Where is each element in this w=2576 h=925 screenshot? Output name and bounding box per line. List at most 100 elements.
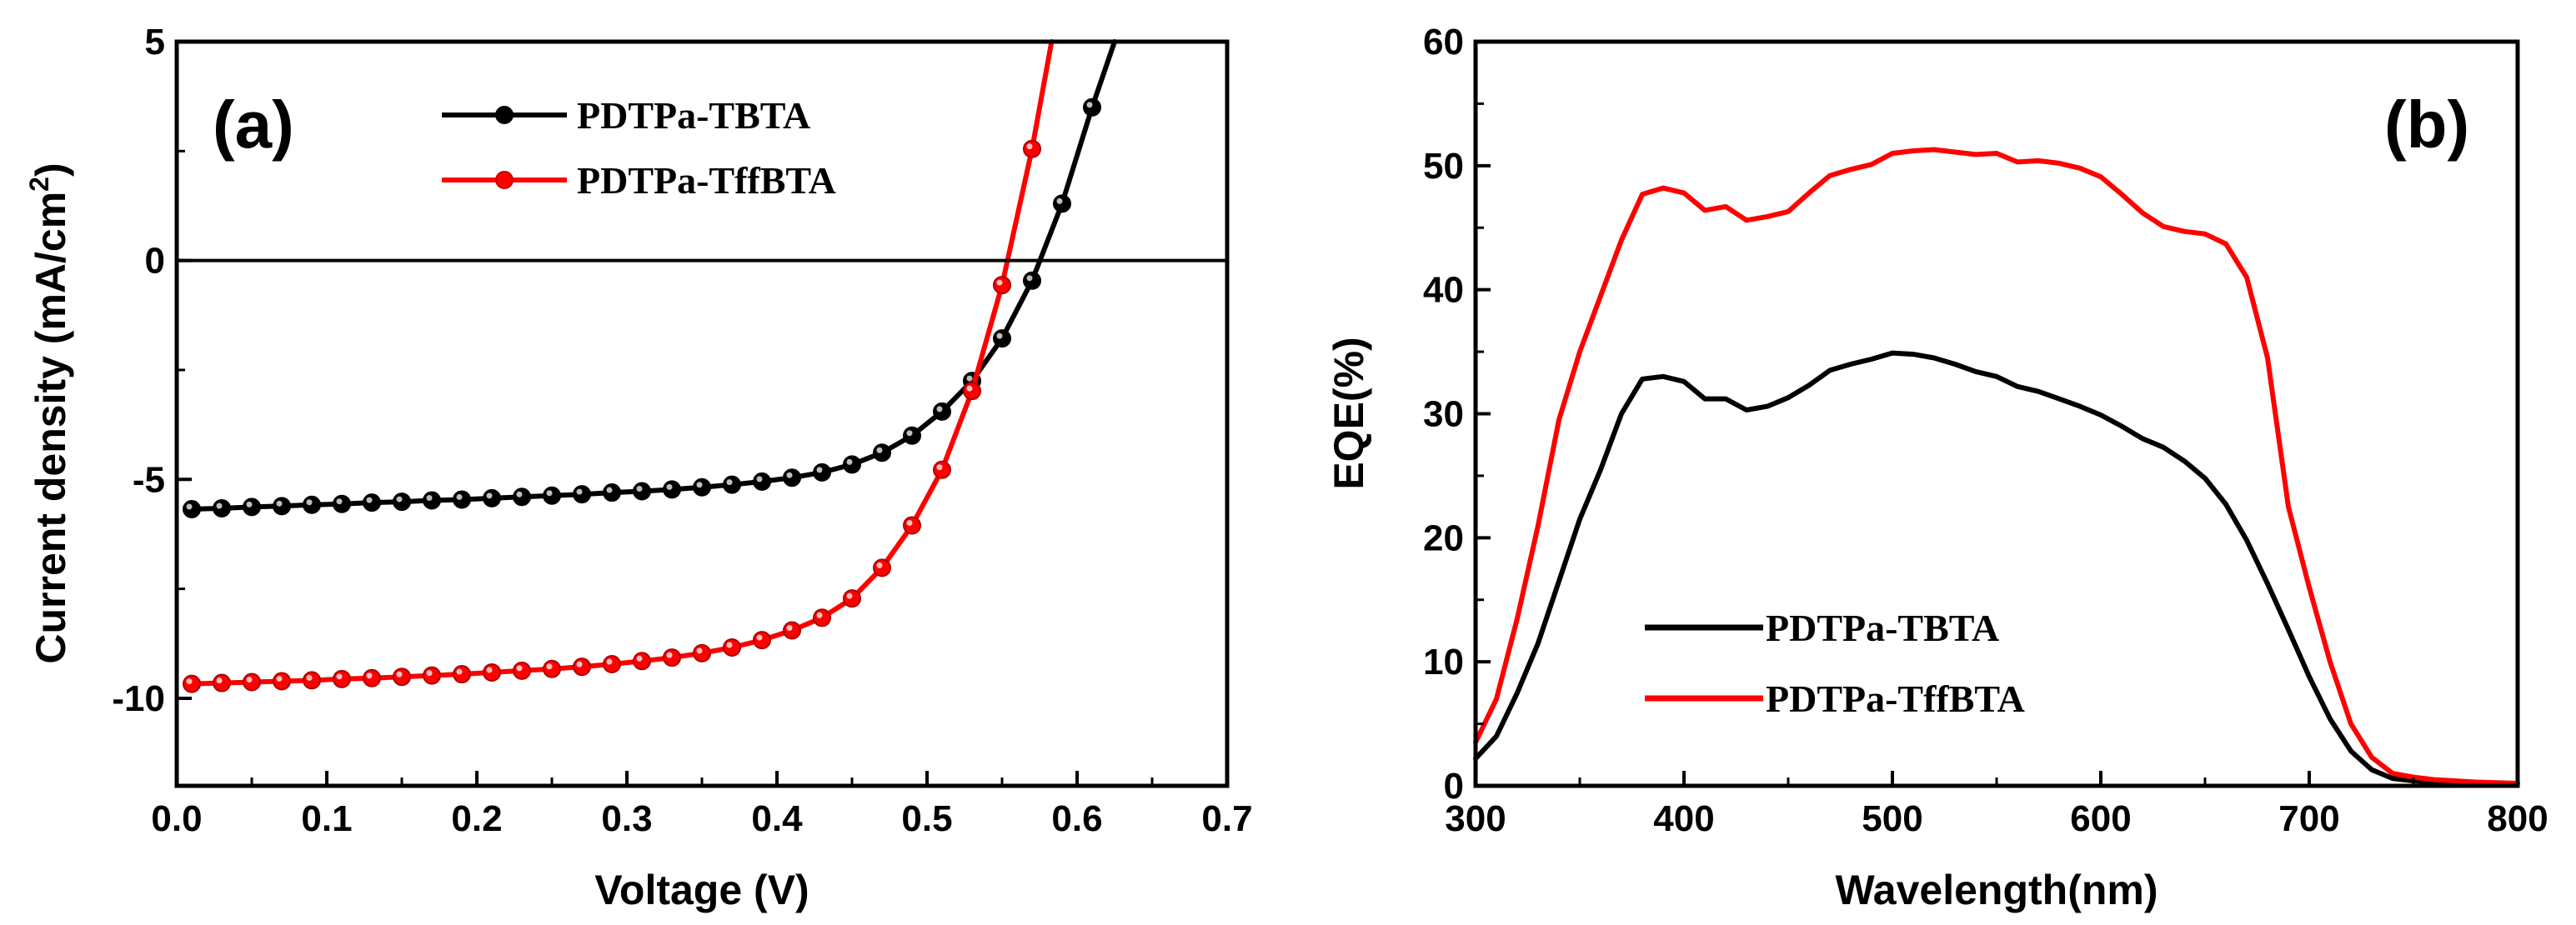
series-line-pdtpa-tbta [1473, 350, 2520, 786]
data-point-marker [723, 475, 741, 494]
data-point-highlight [786, 625, 793, 632]
data-point-marker [303, 495, 321, 514]
data-point-highlight [546, 663, 553, 670]
y-tick-label: 20 [1423, 518, 1464, 558]
data-point-highlight [876, 447, 883, 453]
data-point-marker [813, 462, 831, 482]
legend-a-label-tbta: PDTPa-TBTA [577, 94, 810, 137]
y-tick-label: 40 [1423, 270, 1464, 311]
data-point-highlight [696, 648, 703, 654]
x-tick-label: 0.6 [1051, 798, 1102, 839]
x-tick-label: 600 [2070, 798, 2131, 839]
data-point-marker [663, 480, 681, 499]
panel-a-jv-chart: 0.0 0.1 0.2 0.3 0.4 0.5 0.6 0.7 -10 -5 0 5 (a) PDTP… [24, 22, 1253, 913]
data-point-marker [423, 491, 441, 510]
data-point-marker [993, 276, 1011, 295]
panel-b-ticks: 300 400 500 600 700 800 0 10 20 30 40 50 60 [1423, 22, 2548, 839]
data-point-highlight [756, 476, 763, 482]
panel-a-series-layer [183, 39, 1117, 693]
data-point-highlight [426, 670, 433, 677]
data-point-highlight [306, 674, 313, 681]
data-point-highlight [396, 496, 403, 502]
data-point-highlight [1056, 198, 1063, 204]
panel-b-legend: PDTPa-TBTA PDTPa-TffBTA [1645, 607, 2025, 720]
data-point-highlight [936, 464, 943, 471]
data-point-marker [393, 668, 411, 687]
data-point-marker [783, 468, 801, 488]
legend-b-label-tffbta: PDTPa-TffBTA [1766, 678, 2025, 720]
series-line-pdtpa-tffbta [1473, 147, 2520, 786]
panel-a-ticks: 0.0 0.1 0.2 0.3 0.4 0.5 0.6 0.7 -10 -5 0 5 [112, 22, 1252, 839]
data-point-highlight [906, 519, 913, 526]
data-point-highlight [366, 497, 373, 503]
data-point-marker [873, 558, 891, 578]
y-tick-label: 10 [1423, 642, 1464, 682]
data-point-highlight [666, 483, 673, 490]
data-point-highlight [666, 652, 673, 658]
panel-b-x-axis-label: Wavelength(nm) [1835, 867, 2158, 913]
data-point-highlight [516, 491, 523, 498]
data-point-marker [363, 668, 381, 688]
y-tick-label: -10 [112, 678, 165, 719]
data-point-marker [213, 498, 231, 518]
x-tick-label: 0.2 [451, 798, 502, 839]
data-point-marker [963, 382, 981, 401]
x-tick-label: 0.3 [601, 798, 652, 839]
legend-a-marker-tffbta [495, 171, 514, 189]
data-point-highlight [396, 671, 403, 678]
data-point-marker [783, 621, 801, 640]
data-point-highlight [186, 503, 193, 510]
y-tick-label: 50 [1423, 146, 1464, 187]
data-point-marker [933, 460, 951, 479]
x-tick-label: 0.5 [901, 798, 952, 839]
data-point-marker [843, 589, 861, 608]
data-point-marker [993, 329, 1011, 348]
x-tick-label: 300 [1445, 798, 1506, 839]
panel-a-x-axis-label: Voltage (V) [594, 867, 809, 913]
data-point-highlight [456, 668, 463, 675]
data-point-marker [273, 672, 291, 691]
data-point-marker [483, 662, 501, 682]
data-point-marker [573, 485, 591, 504]
panel-a-y-axis-label: Current density (mA/cm2) [24, 162, 74, 663]
data-point-marker [273, 497, 291, 516]
data-point-marker [843, 455, 861, 474]
data-point-highlight [246, 677, 253, 683]
x-tick-label: 0.1 [301, 798, 352, 839]
data-point-highlight [606, 487, 613, 493]
data-point-marker [933, 402, 951, 421]
data-point-marker [633, 652, 651, 671]
data-point-highlight [606, 658, 613, 665]
data-point-marker [573, 658, 591, 677]
data-point-highlight [1026, 143, 1033, 150]
panel-b-y-axis-label: EQE(%) [1326, 337, 1372, 489]
data-point-marker [453, 490, 471, 509]
data-point-highlight [846, 458, 853, 465]
data-point-marker [873, 443, 891, 462]
data-point-marker [903, 516, 921, 535]
data-point-marker [753, 631, 771, 650]
data-point-highlight [786, 472, 793, 478]
data-point-highlight [456, 493, 463, 500]
data-point-highlight [636, 655, 643, 662]
data-point-highlight [276, 675, 283, 682]
data-point-highlight [876, 562, 883, 568]
data-point-highlight [186, 678, 193, 685]
data-point-highlight [1026, 275, 1033, 282]
data-point-marker [753, 472, 771, 491]
y-tick-label: 0 [145, 241, 165, 282]
data-point-marker [633, 482, 651, 501]
data-point-highlight [576, 661, 583, 668]
data-point-highlight [936, 406, 943, 412]
data-point-marker [453, 665, 471, 684]
data-point-marker [513, 661, 531, 680]
data-point-marker [333, 669, 351, 688]
data-point-marker [1023, 271, 1041, 290]
data-point-highlight [816, 612, 823, 618]
data-point-highlight [216, 502, 223, 509]
data-point-highlight [726, 642, 733, 648]
x-tick-label: 400 [1653, 798, 1714, 839]
panel-b-series-layer [1473, 147, 2520, 786]
data-point-highlight [756, 634, 763, 641]
